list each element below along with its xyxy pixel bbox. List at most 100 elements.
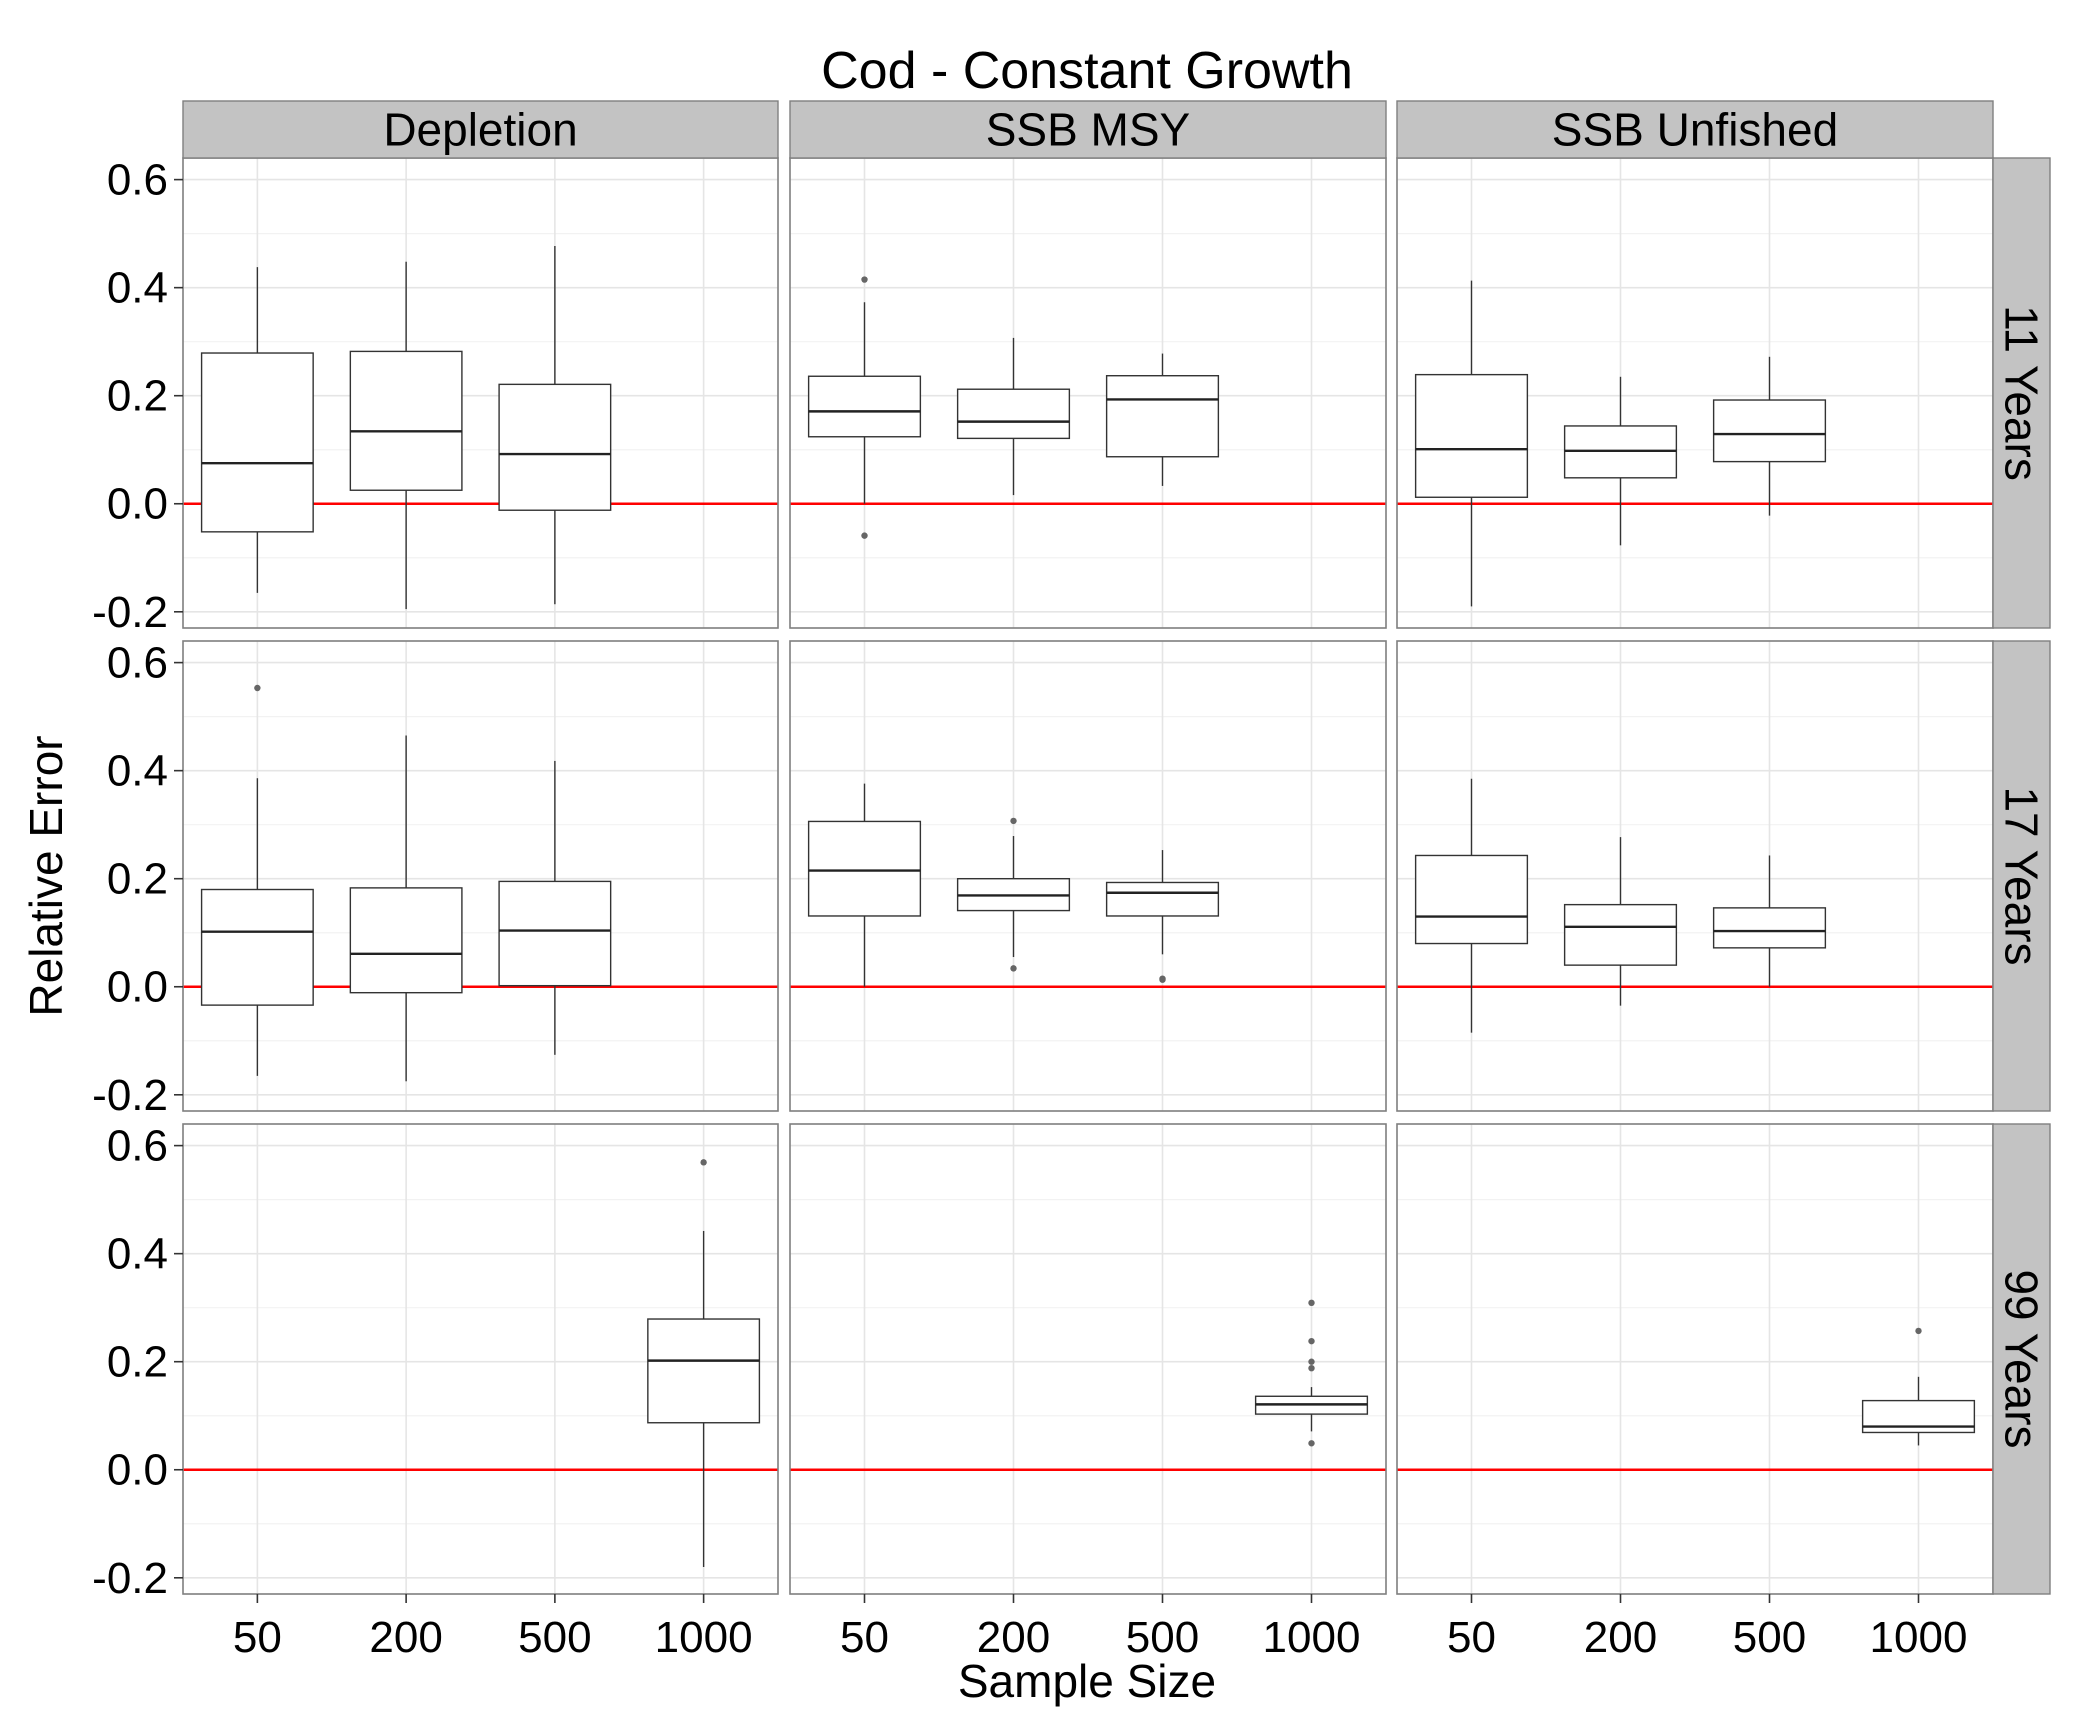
boxes-r2-c0	[647, 1159, 761, 1567]
column-strip-label: Depletion	[383, 104, 577, 156]
x-tick-label: 50	[233, 1613, 282, 1662]
outlier-point	[1308, 1358, 1315, 1365]
row-strip-2: 99 Years	[1992, 1123, 2051, 1595]
iqr-box	[200, 888, 314, 1006]
iqr-box	[1563, 903, 1678, 966]
y-tick-label: 0.2	[107, 372, 168, 421]
x-tick-label: 500	[518, 1613, 591, 1662]
outlier-point	[1159, 976, 1166, 983]
column-strip-0: Depletion	[182, 100, 779, 159]
outlier-point	[861, 276, 868, 283]
box-500	[498, 246, 612, 605]
iqr-box	[200, 352, 314, 533]
boxes-r0-c1	[807, 276, 1220, 539]
x-tick-label: 1000	[1870, 1613, 1968, 1662]
iqr-box	[1712, 907, 1827, 949]
y-tick-label: 0.4	[107, 747, 168, 796]
x-tick-label: 500	[1733, 1613, 1806, 1662]
x-tick-label: 50	[1447, 1613, 1496, 1662]
strip-background	[1992, 1123, 2051, 1595]
box-500	[498, 760, 612, 1055]
box-200	[1563, 837, 1678, 1006]
y-tick-label: 0.6	[107, 639, 168, 688]
outlier-point	[1010, 965, 1017, 972]
outlier-point	[700, 1159, 707, 1166]
panel-border	[789, 640, 1387, 1112]
box-200	[349, 735, 463, 1082]
box-1000	[1861, 1327, 1976, 1446]
box-200	[956, 337, 1071, 496]
facet-panel-r2-c2	[1397, 1124, 1993, 1594]
strip-background	[182, 100, 779, 159]
row-strip-1: 17 Years	[1992, 640, 2051, 1112]
box-500	[1105, 850, 1220, 983]
facet-panels: Depletion SSB MSY SSB Unfished 11 Years 17 Y…	[92, 100, 2051, 1662]
row-strip-label: 11 Years	[1996, 305, 2048, 481]
boxes-r2-c1	[1254, 1299, 1369, 1447]
iqr-box	[807, 820, 922, 917]
y-tick-label: 0.0	[107, 963, 168, 1012]
iqr-box	[1105, 375, 1220, 458]
x-axis-title: Sample Size	[958, 1655, 1216, 1707]
chart-title: Cod - Constant Growth	[821, 42, 1353, 100]
panel-border	[182, 640, 779, 1112]
iqr-box	[349, 887, 463, 994]
outlier-point	[1308, 1440, 1315, 1447]
y-tick-label: -0.2	[92, 1071, 168, 1120]
box-50	[200, 684, 314, 1076]
y-tick-label: 0.0	[107, 480, 168, 529]
iqr-box	[1712, 399, 1827, 463]
outlier-point	[1308, 1337, 1315, 1345]
boxes-r1-c1	[807, 783, 1220, 987]
column-strip-label: SSB Unfished	[1552, 104, 1838, 156]
box-50	[1414, 280, 1529, 607]
y-tick-label: 0.6	[107, 156, 168, 205]
panel-background	[1397, 1124, 1993, 1594]
box-50	[200, 267, 314, 593]
iqr-box	[498, 880, 612, 987]
panel-border	[789, 1123, 1387, 1595]
iqr-box	[956, 388, 1071, 440]
boxes-r2-c2	[1861, 1327, 1976, 1446]
y-tick-label: 0.0	[107, 1446, 168, 1495]
outlier-point	[254, 684, 261, 692]
outlier-point	[1308, 1364, 1315, 1372]
y-tick-label: -0.2	[92, 1554, 168, 1603]
box-50	[807, 783, 922, 987]
box-500	[1105, 353, 1220, 486]
column-strip-1: SSB MSY	[789, 100, 1387, 159]
iqr-box	[807, 375, 922, 438]
strip-background	[1396, 100, 1994, 159]
column-strip-label: SSB MSY	[986, 104, 1191, 156]
x-tick-label: 200	[977, 1613, 1050, 1662]
iqr-box	[498, 383, 612, 511]
boxes-r1-c2	[1414, 778, 1827, 1033]
panel-background	[183, 641, 778, 1111]
box-200	[349, 261, 463, 610]
x-tick-label: 500	[1126, 1613, 1199, 1662]
iqr-box	[647, 1318, 761, 1424]
box-200	[956, 817, 1071, 972]
y-tick-label: 0.6	[107, 1122, 168, 1171]
outlier-point	[1010, 817, 1017, 825]
box-1000	[1254, 1299, 1369, 1447]
iqr-box	[1105, 881, 1220, 917]
iqr-box	[1414, 373, 1529, 498]
strip-background	[789, 100, 1387, 159]
box-1000	[647, 1159, 761, 1567]
box-500	[1712, 855, 1827, 987]
box-50	[807, 276, 922, 539]
x-tick-label: 50	[840, 1613, 889, 1662]
facet-panel-r1-c0	[183, 641, 778, 1111]
column-strip-2: SSB Unfished	[1396, 100, 1994, 159]
box-200	[1563, 376, 1678, 546]
box-50	[1414, 778, 1529, 1033]
x-tick-label: 1000	[655, 1613, 753, 1662]
row-strip-label: 17 Years	[1996, 786, 2048, 965]
boxes-r0-c2	[1414, 280, 1827, 607]
y-tick-label: 0.2	[107, 855, 168, 904]
y-tick-label: 0.2	[107, 1338, 168, 1387]
panel-border	[182, 1123, 779, 1595]
outlier-point	[1915, 1327, 1922, 1335]
